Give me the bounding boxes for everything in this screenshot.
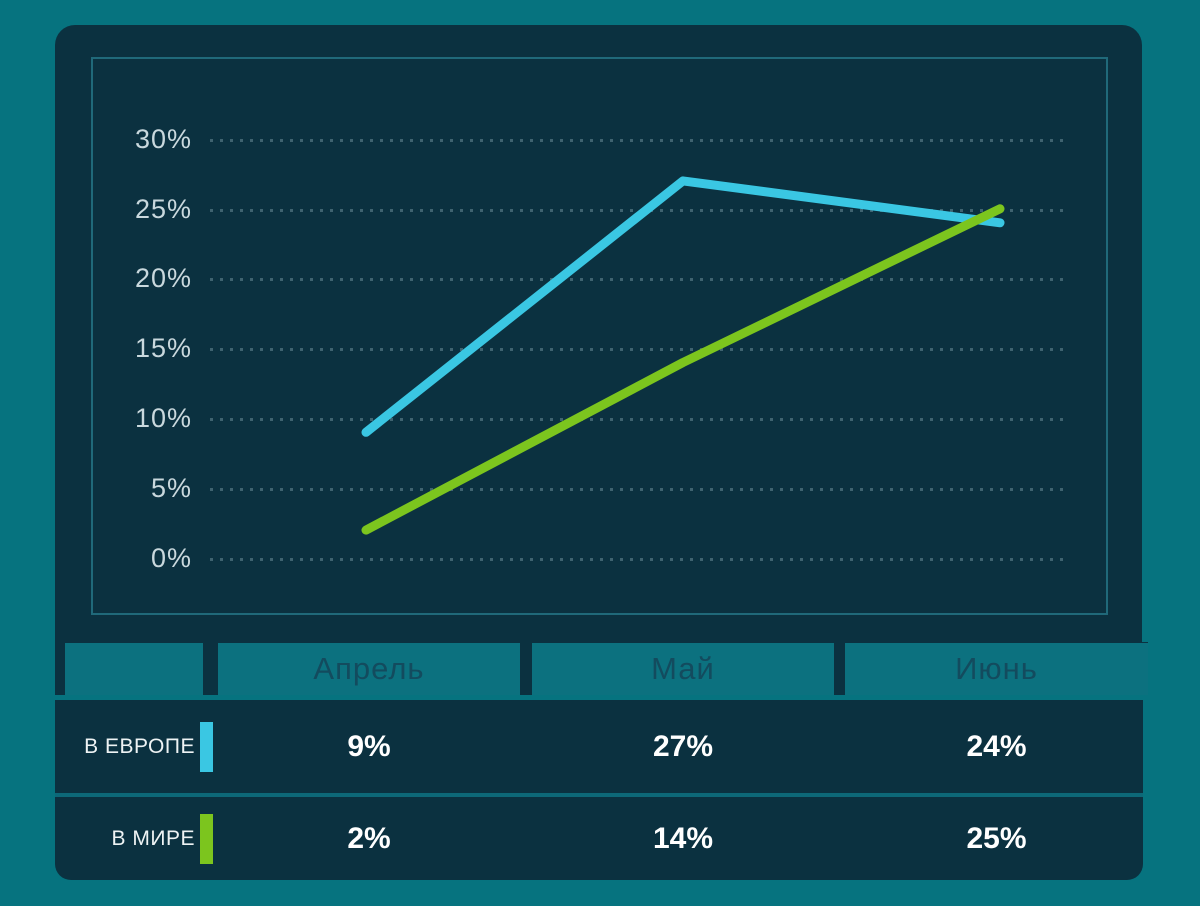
month-box-april: Апрель: [218, 643, 520, 695]
value-europe-april: 9%: [347, 729, 391, 763]
gridline-20: [210, 278, 1065, 281]
month-box-empty: [65, 643, 203, 695]
value-world-may: 14%: [652, 821, 714, 855]
table-row-europe: В ЕВРОПЕ 9% 27% 24%: [55, 700, 1143, 793]
legend-swatch-world: [200, 813, 213, 864]
gridline-5: [210, 488, 1065, 491]
table-row-separator: [55, 793, 1143, 797]
value-world-april: 2%: [347, 821, 391, 855]
gridline-0: [210, 558, 1065, 561]
y-tick-25: 25%: [134, 194, 192, 224]
y-tick-5: 5%: [150, 473, 192, 503]
y-tick-15: 15%: [134, 333, 192, 363]
gridline-30: [210, 139, 1065, 142]
y-tick-20: 20%: [134, 263, 192, 293]
table-row-world: В МИРЕ 2% 14% 25%: [55, 797, 1143, 880]
gridline-10: [210, 418, 1065, 421]
value-europe-june: 24%: [966, 729, 1027, 763]
month-header-strip: Апрель Май Июнь: [55, 642, 1148, 695]
value-europe-may: 27%: [652, 729, 714, 763]
values-table: В ЕВРОПЕ 9% 27% 24% В МИРЕ 2% 14% 25%: [55, 700, 1143, 880]
gridline-25: [210, 209, 1065, 212]
month-box-may: Май: [532, 643, 834, 695]
y-tick-10: 10%: [134, 403, 192, 433]
gridline-15: [210, 348, 1065, 351]
series-label-world: В МИРЕ: [111, 826, 195, 850]
y-tick-0: 0%: [150, 543, 192, 573]
plot-frame: [91, 57, 1108, 615]
y-tick-30: 30%: [134, 124, 192, 154]
month-box-june: Июнь: [845, 643, 1148, 695]
legend-swatch-europe: [200, 721, 213, 772]
series-label-europe: В ЕВРОПЕ: [84, 734, 195, 758]
value-world-june: 25%: [966, 821, 1027, 855]
chart-panel: 30% 25% 20% 15% 10% 5% 0%: [55, 25, 1142, 642]
